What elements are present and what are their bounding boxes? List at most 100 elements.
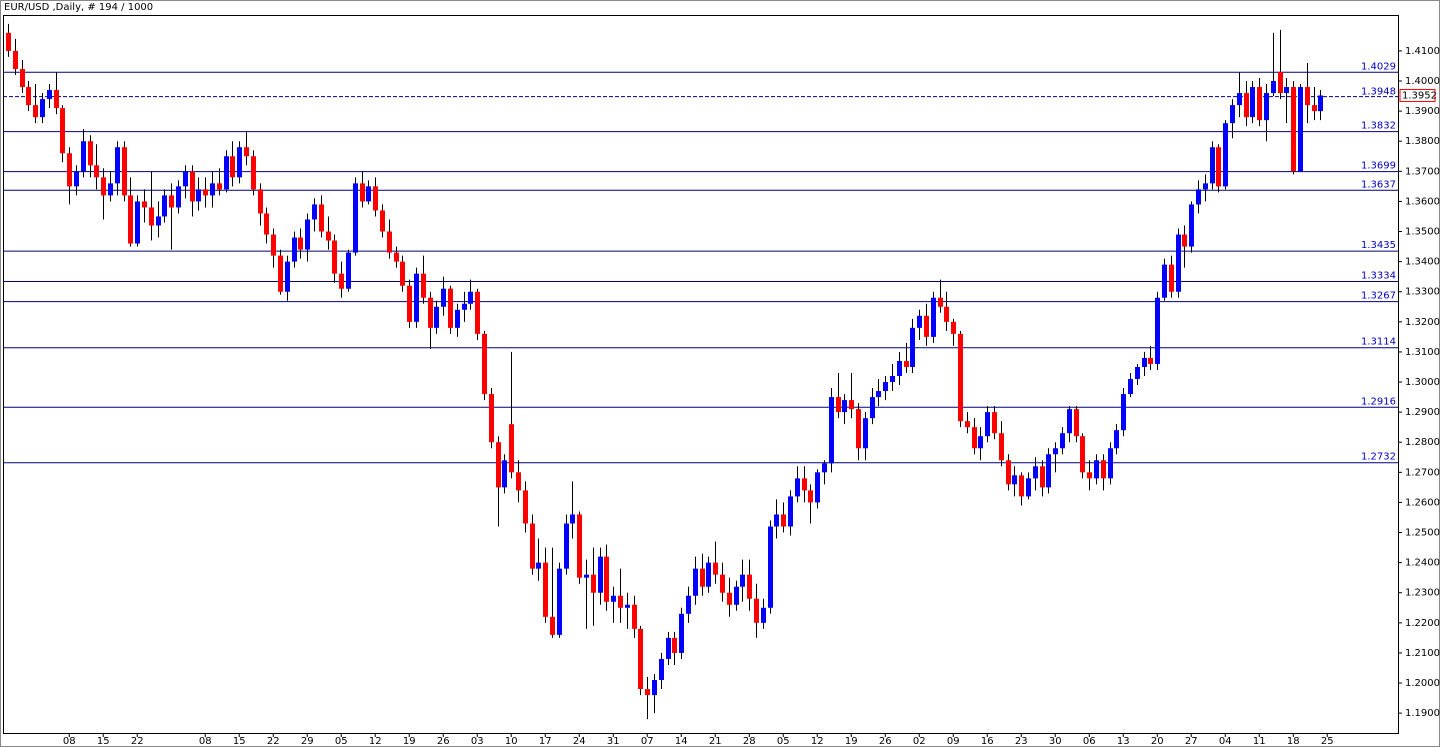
x-tick-label: 12 [369,736,382,747]
candle-body [1216,147,1221,187]
y-tick-label: 1.2400 [1405,558,1440,569]
candle-body [897,360,902,377]
y-tick-label: 1.2700 [1405,467,1440,478]
y-tick-label: 1.4000 [1405,76,1440,87]
level-label: 1.3267 [1361,291,1396,302]
candle-body [190,171,195,202]
candle-body [958,333,963,422]
candle-body [47,90,52,100]
y-tick-label: 1.1900 [1405,708,1440,719]
candle-body [1182,234,1187,247]
candle-body [713,562,718,575]
chart-title: EUR/USD ,Daily, # 194 / 1000 [4,2,153,13]
x-tick-label: 02 [913,736,926,747]
candle-body [870,397,875,419]
candle-body [94,165,99,178]
level-label: 1.3637 [1361,179,1396,190]
candle-body [951,321,956,334]
candle-body [836,397,841,413]
candle-body [1019,475,1024,497]
candle-body [434,306,439,328]
candle-body [720,574,725,593]
candle-body [645,689,650,696]
x-tick-label: 13 [1117,736,1130,747]
y-tick-label: 1.2500 [1405,528,1440,539]
level-label: 1.3699 [1361,161,1396,172]
candle-body [1142,357,1147,367]
y-tick-label: 1.2100 [1405,648,1440,659]
candle-body [1060,433,1065,449]
candle-body [693,568,698,596]
candle-body [156,216,161,226]
candle-body [1196,189,1201,205]
candle-body [292,237,297,262]
candle-body [1203,183,1208,190]
candle-body [1135,366,1140,380]
candle-body [516,472,521,491]
candle-body [849,400,854,410]
level-label: 1.2732 [1361,452,1396,463]
candle-body [128,195,133,244]
candle-body [1244,93,1249,118]
candle-body [54,90,59,109]
candle-body [149,207,154,226]
candle-body [224,156,229,190]
candle-body [632,604,637,629]
candle-body [1271,81,1276,94]
x-tick-label: 19 [403,736,416,747]
y-tick-label: 1.4100 [1405,46,1440,57]
candle-body [618,595,623,608]
candle-body [319,204,324,232]
candle-body [210,183,215,196]
current-price: 1.3952 [1402,90,1437,101]
candle-body [774,514,779,527]
price-box [1399,88,1436,102]
candle-body [332,240,337,274]
candle-body [1101,460,1106,479]
candle-body [666,637,671,659]
candle-body [414,273,419,322]
candle-body [550,616,555,635]
candle-body [625,604,630,608]
candle-body [1040,466,1045,488]
candle-body [509,424,514,473]
candle-body [1210,147,1215,184]
candle-body [1148,357,1153,364]
x-tick-label: 30 [1049,736,1062,747]
y-tick-label: 1.3100 [1405,347,1440,358]
candle-body [530,523,535,569]
candle-body [815,472,820,503]
level-label: 1.3114 [1361,337,1396,348]
x-tick-label: 05 [335,736,348,747]
candle-body [938,297,943,307]
candle-body [88,141,93,166]
candle-body [20,68,25,88]
candle-body [876,391,881,398]
x-tick-label: 10 [505,736,518,747]
candle-body [924,315,929,337]
candle-body [598,556,603,593]
candle-body [761,607,766,623]
candle-body [768,526,773,608]
candle-body [1237,93,1242,106]
candle-body [1176,234,1181,292]
candle-body [400,261,405,286]
candle-body [502,460,507,488]
candle-body [244,147,249,157]
x-tick-label: 08 [63,736,76,747]
candle-body [754,598,759,623]
candle-body [564,523,569,569]
candle-body [856,409,861,449]
candle-body [373,186,378,211]
bid-label: 1.3948 [1361,87,1396,98]
candle-body [1250,87,1255,118]
x-tick-label: 08 [199,736,212,747]
candle-body [727,592,732,605]
x-tick-label: 04 [1219,736,1232,747]
level-label: 1.3435 [1361,240,1396,251]
candle-body [638,628,643,690]
x-tick-label: 28 [743,736,756,747]
candle-body [421,273,426,298]
x-tick-label: 23 [1015,736,1028,747]
y-tick-label: 1.3400 [1405,257,1440,268]
